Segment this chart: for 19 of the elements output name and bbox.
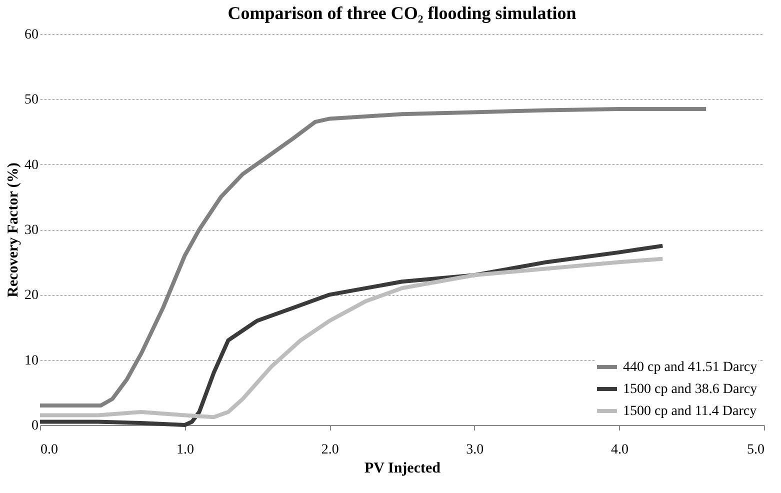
- legend-label: 440 cp and 41.51 Darcy: [623, 360, 758, 375]
- chart-title: Comparison of three CO₂ flooding simulation: [228, 3, 576, 23]
- y-tick-label: 30: [24, 223, 38, 238]
- y-tick-label: 0: [32, 418, 38, 434]
- y-tick-label: 10: [24, 353, 38, 368]
- x-tick-label: 1.0: [176, 442, 194, 458]
- legend-label: 1500 cp and 11.4 Darcy: [623, 404, 757, 419]
- y-axis-title: Recovery Factor (%): [6, 162, 22, 298]
- x-tick-label: 2.0: [321, 442, 339, 458]
- x-axis-title: PV Injected: [364, 460, 442, 476]
- y-tick-label: 50: [24, 92, 38, 108]
- y-tick-label: 20: [24, 288, 38, 304]
- x-tick-label: 4.0: [610, 442, 628, 458]
- y-tick-label: 60: [24, 28, 38, 42]
- y-tick-label: 40: [24, 158, 38, 173]
- x-tick-label: 5.0: [747, 442, 764, 458]
- x-tick-label: 0.0: [40, 442, 58, 458]
- legend-label: 1500 cp and 38.6 Darcy: [623, 382, 758, 397]
- x-tick-label: 3.0: [466, 442, 484, 458]
